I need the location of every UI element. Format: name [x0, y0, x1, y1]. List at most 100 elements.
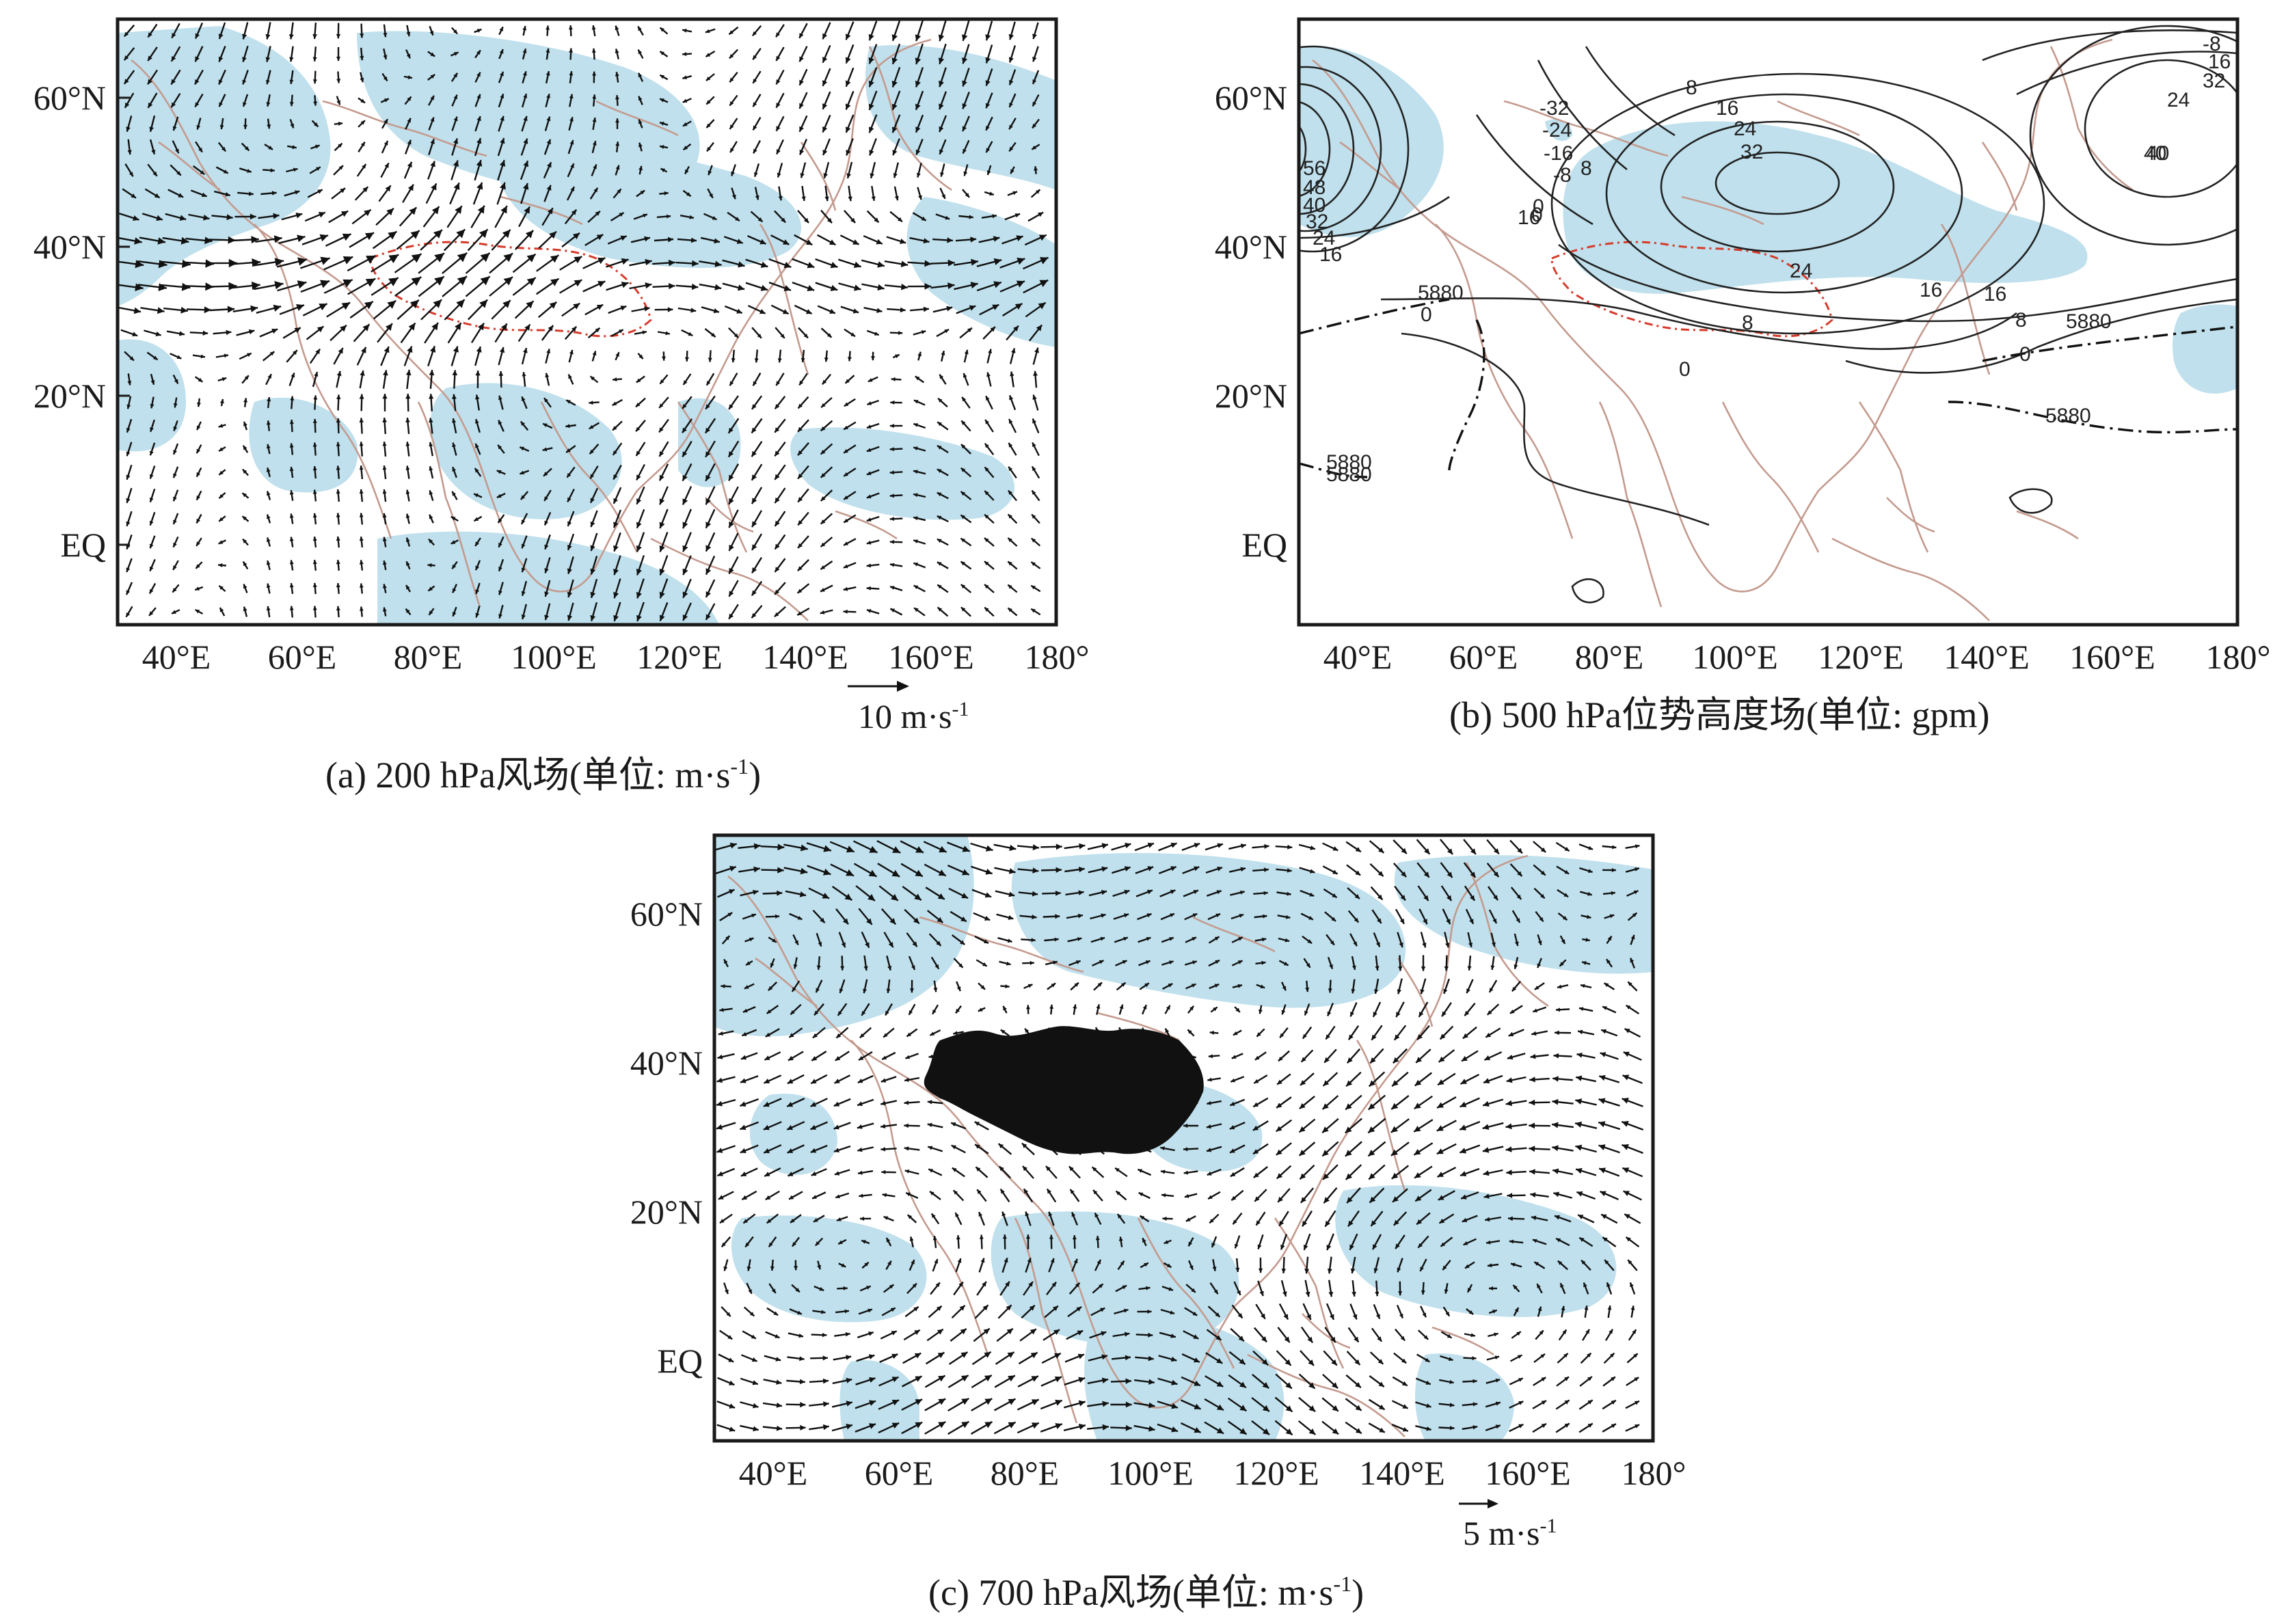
wind-arrow-head — [1237, 1290, 1241, 1295]
wind-arrow-head — [822, 1378, 829, 1384]
wind-arrow-head — [265, 57, 271, 62]
wind-arrow-head — [1393, 1219, 1399, 1226]
wind-arrow-head — [408, 323, 416, 331]
wind-arrow-head — [952, 1167, 957, 1172]
wind-arrow-head — [453, 94, 457, 100]
wind-arrow-head — [1324, 1057, 1330, 1063]
wind-arrow-head — [523, 116, 528, 122]
wind-arrow-head — [725, 1289, 729, 1295]
wind-arrow-head — [1025, 1211, 1030, 1217]
wind-arrow-head — [476, 72, 481, 77]
wind-arrow-head — [1557, 1260, 1563, 1265]
wind-arrow-head — [821, 403, 826, 408]
wind-arrow-head — [289, 560, 294, 565]
wind-arrow-head — [1124, 1331, 1130, 1337]
wind-arrow-head — [714, 238, 720, 244]
wind-arrow-head — [961, 1421, 969, 1429]
wind-arrow-head — [984, 607, 989, 612]
wind-arrow-head — [127, 150, 132, 155]
wind-arrow-head — [1488, 1263, 1492, 1268]
wind-arrow-head — [946, 306, 953, 312]
wind-arrow-head — [841, 942, 846, 948]
wind-arrow-head — [1541, 1400, 1546, 1405]
wind-arrow-head — [1494, 848, 1499, 854]
wind-arrow-head — [863, 988, 867, 994]
wind-arrow-head — [296, 304, 304, 311]
wind-arrow-head — [885, 1010, 889, 1016]
wind-arrow-head — [359, 465, 364, 470]
wind-arrow-head — [1537, 1284, 1541, 1288]
wind-arrow-head — [1053, 960, 1058, 965]
wind-arrow-head — [431, 183, 437, 191]
lat-label-40n: 40°N — [630, 1044, 703, 1082]
wind-arrow-head — [157, 307, 165, 314]
wind-arrow-head — [1216, 1427, 1224, 1434]
wind-arrow-head — [914, 1329, 920, 1336]
wind-arrow-head — [196, 125, 201, 130]
wind-arrow-head — [613, 545, 619, 552]
wind-arrow-head — [865, 942, 870, 948]
contour-label: 5880 — [1418, 282, 1464, 304]
wind-arrow-head — [752, 1380, 758, 1385]
lon-label-140e: 140°E — [762, 638, 848, 676]
wind-arrow-head — [129, 172, 133, 177]
wind-arrow-head — [775, 427, 780, 433]
wind-arrow-head — [727, 1335, 733, 1340]
wind-arrow-head — [1192, 913, 1198, 917]
panel-b-contours — [1299, 25, 2237, 604]
wind-arrow-head — [740, 1148, 747, 1154]
wind-arrow-head — [1014, 303, 1023, 310]
contour-label: -8 — [2203, 33, 2221, 55]
wind-arrow-head — [318, 212, 325, 218]
wind-arrow-head — [937, 893, 945, 899]
wind-arrow-head — [1161, 1193, 1166, 1197]
wind-arrow-head — [822, 33, 827, 40]
wind-arrow-head — [951, 1122, 956, 1127]
wind-arrow-head — [1032, 844, 1039, 851]
wind-arrow-head — [1507, 1193, 1513, 1198]
wind-arrow-head — [930, 1031, 935, 1036]
wind-arrow-head — [592, 94, 597, 99]
wind-arrow-head — [1310, 869, 1315, 874]
wind-arrow-head — [721, 1242, 726, 1247]
wind-arrow-head — [1009, 103, 1013, 107]
wind-arrow-head — [243, 445, 247, 450]
wind-arrow-head — [1541, 1377, 1546, 1381]
wind-arrow-head — [500, 138, 505, 144]
wind-arrow-head — [904, 1123, 909, 1128]
wind-arrow-head — [1276, 1126, 1282, 1132]
wind-arrow-head — [1264, 843, 1269, 849]
wind-arrow-head — [1229, 1125, 1235, 1130]
wind-arrow-head — [148, 55, 152, 62]
wind-arrow-head — [1283, 962, 1289, 966]
wind-arrow-head — [1529, 1146, 1535, 1152]
wind-arrow-head — [1189, 1005, 1194, 1011]
wind-arrow-head — [1191, 984, 1196, 988]
wind-arrow-head — [267, 124, 271, 129]
wind-arrow-head — [1606, 959, 1611, 964]
wind-arrow-head — [1352, 1314, 1358, 1320]
wind-arrow-head — [993, 281, 1001, 288]
wind-arrow-head — [406, 585, 410, 590]
wind-arrow-head — [960, 515, 965, 519]
wind-arrow-head — [705, 404, 710, 409]
wind-arrow-head — [682, 591, 688, 598]
wind-arrow-head — [729, 124, 734, 129]
wind-arrow-head — [382, 537, 387, 541]
wind-arrow-head — [913, 539, 918, 543]
wind-arrow-head — [1576, 1075, 1583, 1081]
wind-arrow-head — [1492, 1310, 1497, 1314]
wind-arrow-head — [195, 56, 200, 62]
wind-arrow-head — [1160, 1169, 1166, 1174]
wind-arrow-head — [1332, 869, 1338, 874]
wind-arrow-head — [289, 583, 294, 588]
wind-arrow-head — [904, 1100, 909, 1105]
wind-arrow-head — [455, 323, 461, 331]
wind-arrow-head — [660, 27, 664, 32]
wind-arrow-head — [219, 470, 224, 475]
wind-arrow-head — [593, 187, 598, 193]
wind-arrow-head — [777, 172, 781, 178]
wind-arrow-head — [854, 284, 861, 291]
panel-c-shading — [714, 835, 1653, 1441]
wind-arrow-head — [1032, 514, 1036, 519]
